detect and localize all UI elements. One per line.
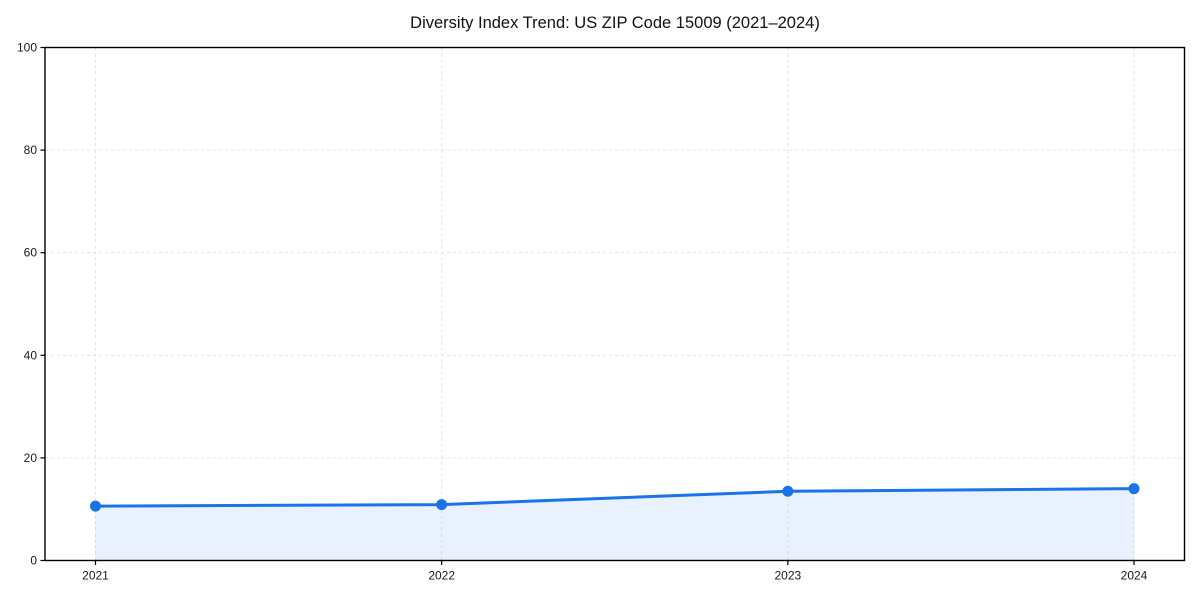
- chart-title: Diversity Index Trend: US ZIP Code 15009…: [410, 14, 820, 32]
- y-tick-label: 20: [24, 451, 38, 465]
- area-fill: [95, 488, 1134, 561]
- x-tick-label: 2021: [82, 569, 109, 583]
- y-tick-label: 80: [24, 143, 38, 157]
- trend-line: [94, 487, 1136, 508]
- data-point[interactable]: [90, 500, 101, 512]
- y-tick-label: 60: [24, 246, 38, 260]
- y-tick-label: 100: [17, 41, 37, 55]
- y-tick-label: 40: [24, 348, 38, 362]
- plot-border: [44, 46, 1186, 562]
- data-point[interactable]: [782, 485, 794, 497]
- data-point[interactable]: [1128, 483, 1140, 495]
- x-tick-label: 2024: [1121, 569, 1148, 583]
- x-tick-label: 2023: [774, 569, 801, 583]
- y-tick-label: 0: [30, 554, 37, 568]
- data-point[interactable]: [436, 499, 448, 511]
- x-tick-label: 2022: [428, 569, 455, 583]
